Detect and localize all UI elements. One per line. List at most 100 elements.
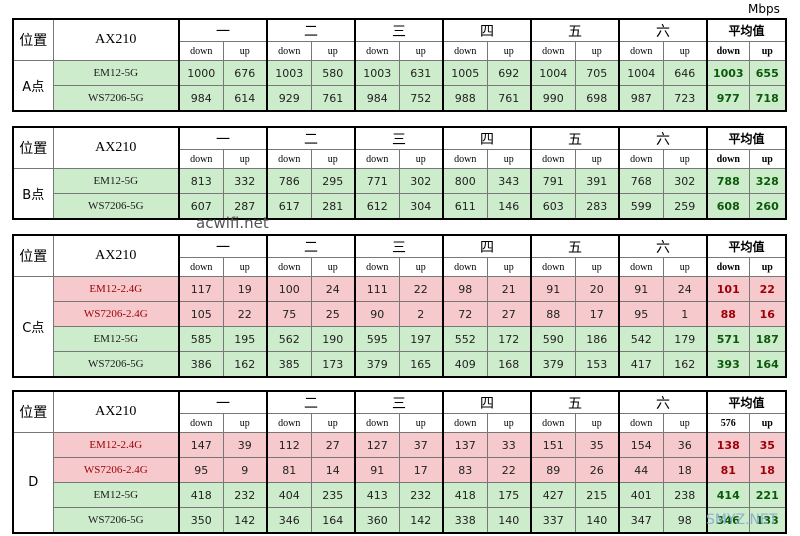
speed-value: 44 xyxy=(618,457,664,483)
average-value: 393 xyxy=(706,351,750,378)
average-value: 101 xyxy=(706,276,750,302)
speed-value: 9 xyxy=(222,457,268,483)
speed-value: 409 xyxy=(442,351,488,378)
speed-value: 164 xyxy=(310,507,356,534)
speed-value: 72 xyxy=(442,301,488,327)
speed-value: 91 xyxy=(530,276,576,302)
speed-value: 752 xyxy=(398,85,444,112)
speed-value: 295 xyxy=(310,168,356,194)
device-name: WS7206-2.4G xyxy=(52,301,180,327)
data-row: B点 EM12-5G 813 332 786 295 771 302 800 343 791 391 7… xyxy=(12,168,787,220)
speed-value: 111 xyxy=(354,276,400,302)
subheader: down xyxy=(442,257,488,277)
subheader: down xyxy=(266,41,312,61)
average-header: 平均值 xyxy=(705,126,787,150)
speed-value: 24 xyxy=(310,276,356,302)
speed-value: 2 xyxy=(398,301,444,327)
average-value: 260 xyxy=(748,193,787,220)
subheader: up xyxy=(398,149,444,169)
day-header: 六 xyxy=(618,18,708,42)
speed-value: 186 xyxy=(574,326,620,352)
data-row: WS7206-5G 984 614 929 761 984 752 988 761 990 698 9… xyxy=(13,85,787,112)
subheader: down xyxy=(706,257,750,277)
subheader: up xyxy=(748,41,787,61)
speed-value: 14 xyxy=(310,457,356,483)
model-header: AX210 xyxy=(52,390,180,433)
speed-value: 154 xyxy=(618,432,664,458)
day-header: 六 xyxy=(618,234,708,258)
speed-value: 1003 xyxy=(354,60,400,86)
subheader: down xyxy=(618,413,664,433)
speed-value: 142 xyxy=(398,507,444,534)
average-header: 平均值 xyxy=(705,234,787,258)
average-value: 788 xyxy=(706,168,750,194)
speed-value: 25 xyxy=(310,301,356,327)
speed-value: 19 xyxy=(222,276,268,302)
day-header: 一 xyxy=(178,126,268,150)
speed-value: 813 xyxy=(178,168,224,194)
day-header: 三 xyxy=(354,18,444,42)
subheader: down xyxy=(266,257,312,277)
speed-value: 1004 xyxy=(618,60,664,86)
subheader: down xyxy=(354,149,400,169)
subheader: down xyxy=(266,413,312,433)
speed-value: 580 xyxy=(310,60,356,86)
day-header: 四 xyxy=(442,390,532,414)
speed-value: 413 xyxy=(354,482,400,508)
data-row: WS7206-2.4G 95 9 81 14 91 17 83 22 89 26 44 18 81 18 xyxy=(13,457,787,483)
subheader: up xyxy=(662,257,708,277)
day-header: 二 xyxy=(266,390,356,414)
speed-value: 33 xyxy=(486,432,532,458)
speed-value: 146 xyxy=(486,193,532,220)
speed-value: 343 xyxy=(486,168,532,194)
speed-value: 283 xyxy=(574,193,620,220)
subheader: down xyxy=(706,41,750,61)
subheader: up xyxy=(222,41,268,61)
subheader: up xyxy=(662,149,708,169)
watermark: acwifi.net xyxy=(196,214,269,232)
speed-value: 346 xyxy=(266,507,312,534)
speed-value: 786 xyxy=(266,168,312,194)
speed-value: 337 xyxy=(530,507,576,534)
speed-value: 235 xyxy=(310,482,356,508)
speed-value: 987 xyxy=(618,85,664,112)
location: B点 xyxy=(12,168,54,220)
subheader: up xyxy=(486,149,532,169)
device-name: EM12-5G xyxy=(52,168,180,194)
speed-value: 95 xyxy=(178,457,224,483)
subheader: down xyxy=(618,257,664,277)
data-row: WS7206-5G 607 287 617 281 612 304 611 146 603 283 5… xyxy=(13,193,787,220)
speed-value: 698 xyxy=(574,85,620,112)
day-header: 四 xyxy=(442,126,532,150)
speed-value: 90 xyxy=(354,301,400,327)
subheader: down xyxy=(178,149,224,169)
average-value: 18 xyxy=(748,457,787,483)
subheader: down xyxy=(354,413,400,433)
subheader: up xyxy=(662,413,708,433)
average-value: 35 xyxy=(748,432,787,458)
speed-value: 22 xyxy=(486,457,532,483)
speed-value: 195 xyxy=(222,326,268,352)
data-table: 位置 AX210 一二三四五六平均值 down up down up down up down up… xyxy=(12,126,788,220)
subheader: up xyxy=(574,41,620,61)
speed-value: 612 xyxy=(354,193,400,220)
speed-value: 595 xyxy=(354,326,400,352)
speed-value: 39 xyxy=(222,432,268,458)
device-name: WS7206-5G xyxy=(52,193,180,220)
speed-value: 105 xyxy=(178,301,224,327)
subheader: 576 xyxy=(706,413,750,433)
speed-value: 17 xyxy=(574,301,620,327)
day-header: 三 xyxy=(354,126,444,150)
speed-value: 646 xyxy=(662,60,708,86)
average-header: 平均值 xyxy=(705,390,787,414)
day-header: 二 xyxy=(266,18,356,42)
speed-value: 165 xyxy=(398,351,444,378)
model-header: AX210 xyxy=(52,234,180,277)
average-value: 22 xyxy=(748,276,787,302)
speed-value: 379 xyxy=(354,351,400,378)
speed-value: 91 xyxy=(354,457,400,483)
subheader: up xyxy=(222,413,268,433)
subheader: up xyxy=(574,149,620,169)
average-value: 164 xyxy=(748,351,787,378)
data-table: 位置 AX210 一二三四五六平均值 down up down up down up down up… xyxy=(12,234,788,378)
